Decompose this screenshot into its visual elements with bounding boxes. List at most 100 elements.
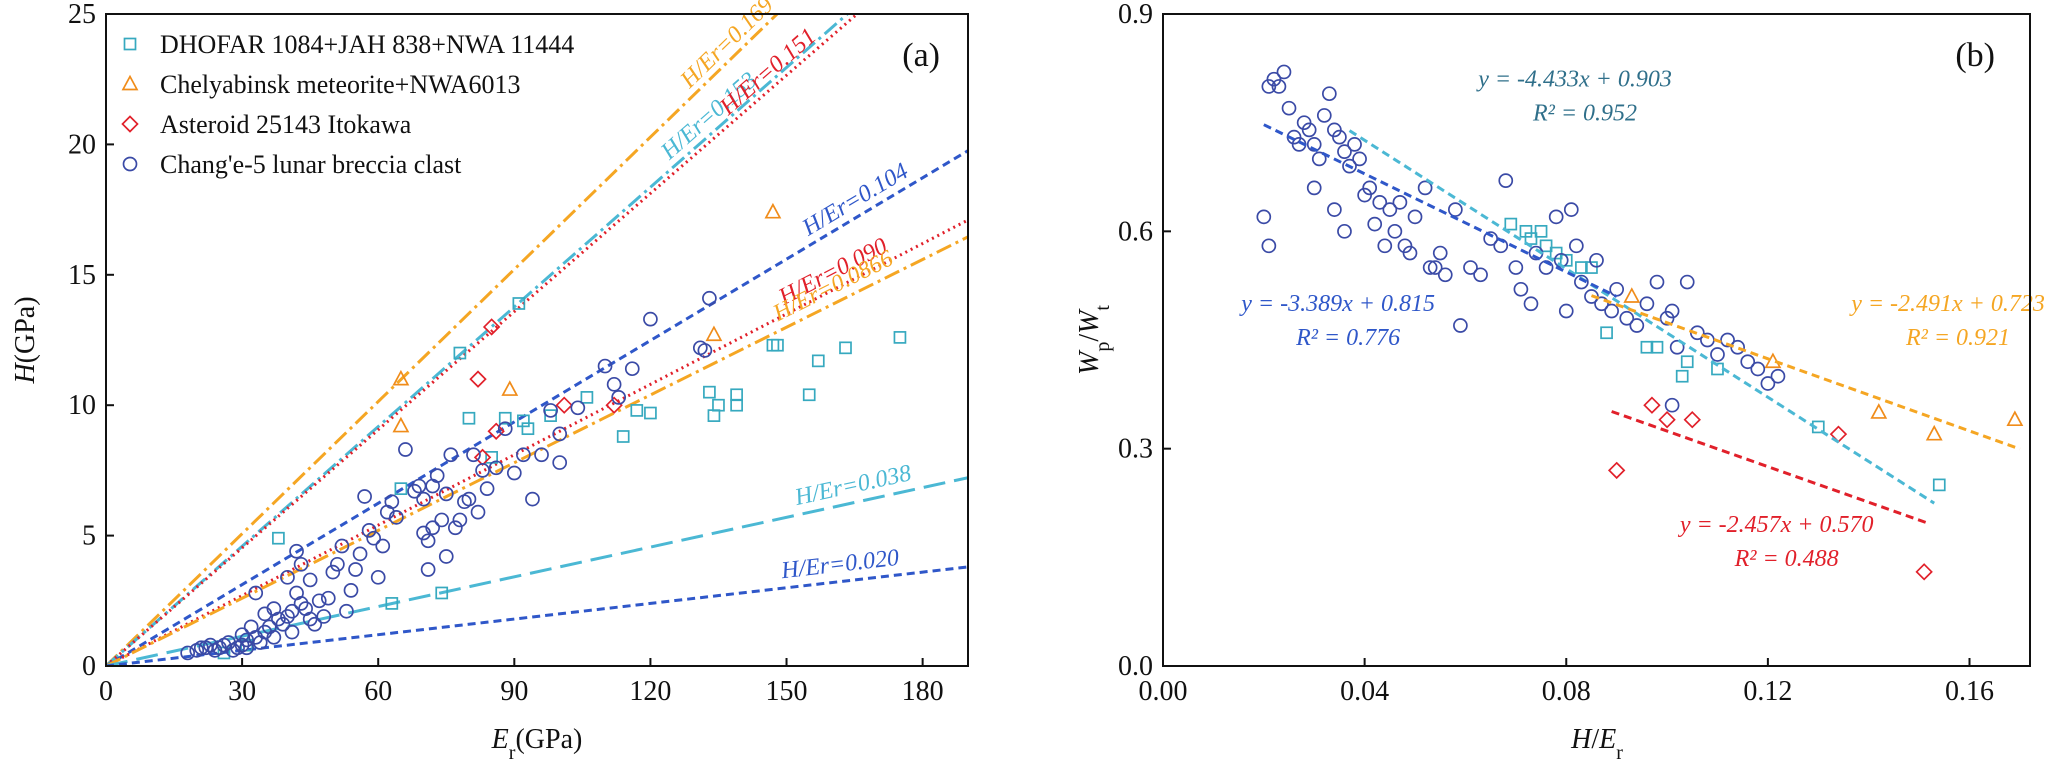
panel-a-x-tick-label: 90 bbox=[500, 676, 528, 707]
panel-a-point bbox=[488, 460, 504, 476]
panel-a-point bbox=[461, 491, 477, 507]
panel-a-point bbox=[473, 448, 492, 467]
panel-a-point bbox=[330, 556, 345, 572]
panel-b-y-tick-label: 0.3 bbox=[1118, 434, 1153, 465]
panel-a-point bbox=[320, 590, 336, 606]
panel-b-point bbox=[1925, 424, 1943, 441]
panel-a-y-tick-label: 15 bbox=[68, 260, 96, 291]
panel-a-point bbox=[366, 530, 382, 546]
panel-b-point bbox=[1604, 303, 1619, 319]
panel-a-point bbox=[517, 414, 530, 428]
fit-equation: y = -3.389x + 0.815 bbox=[1239, 291, 1435, 317]
panel-a-x-tick-label: 150 bbox=[766, 676, 808, 707]
panel-b-point bbox=[1619, 310, 1635, 326]
panel-b-point bbox=[1337, 223, 1352, 239]
panel-b-point bbox=[1427, 260, 1443, 275]
panel-b-point bbox=[1639, 296, 1655, 312]
panel-a-point bbox=[302, 572, 318, 588]
panel-a-point bbox=[280, 609, 295, 624]
panel-b-point bbox=[1679, 274, 1695, 290]
panel-a-point bbox=[534, 447, 549, 463]
legend-label: Asteroid 25143 Itokawa bbox=[160, 110, 412, 139]
panel-b-y-tick-label: 0.9 bbox=[1118, 0, 1153, 30]
panel-b-point bbox=[1658, 410, 1676, 429]
panel-a-point bbox=[516, 447, 531, 463]
ref-line-0.153 bbox=[106, 14, 850, 666]
panel-a-point bbox=[893, 331, 907, 344]
panel-a-point bbox=[361, 523, 377, 538]
panel-a-point bbox=[702, 290, 717, 306]
panel-a-x-tick-label: 180 bbox=[902, 676, 944, 707]
panel-b-point bbox=[1680, 355, 1694, 369]
panel-b-x-tick-label: 0.00 bbox=[1139, 676, 1188, 707]
panel-b-point bbox=[1574, 274, 1589, 290]
panel-a-point bbox=[452, 512, 468, 528]
panel-b-point bbox=[1301, 122, 1317, 138]
panel-b-point bbox=[1321, 86, 1337, 102]
panel-a-point bbox=[580, 391, 594, 404]
panel-a-point bbox=[438, 486, 454, 502]
panel-b-point bbox=[1382, 202, 1398, 217]
panel-b-point bbox=[1664, 303, 1680, 319]
legend-marker bbox=[121, 115, 139, 133]
panel-a-point bbox=[611, 390, 627, 405]
panel-b-point bbox=[1649, 274, 1665, 290]
panel-b-point bbox=[1534, 224, 1548, 238]
panel-a-point bbox=[630, 404, 644, 417]
panel-a-point bbox=[605, 396, 623, 414]
ref-line-label: H/Er=0.104 bbox=[797, 158, 913, 241]
fit-r2: R² = 0.488 bbox=[1734, 546, 1839, 572]
panel-b-point bbox=[1764, 352, 1782, 369]
panel-b-point bbox=[1740, 354, 1756, 370]
panel-a-point bbox=[392, 416, 410, 433]
panel-a-point bbox=[239, 640, 254, 656]
legend-marker bbox=[121, 74, 139, 91]
panel-a-point bbox=[552, 426, 568, 442]
panel-b-point bbox=[1352, 151, 1367, 167]
panel-a-point bbox=[839, 341, 852, 355]
panel-b-point bbox=[1362, 180, 1378, 196]
panel-a-y-tick-label: 5 bbox=[82, 521, 96, 552]
panel-a-point bbox=[512, 297, 526, 310]
legend-marker bbox=[122, 156, 138, 172]
panel-b-point bbox=[1483, 231, 1498, 246]
panel-b-point bbox=[1316, 108, 1332, 123]
panel-b-point bbox=[1276, 64, 1292, 80]
panel-b-y-axis-label: Wp/Wt bbox=[1074, 305, 1114, 375]
panel-b-point bbox=[1473, 267, 1488, 283]
legend-label: DHOFAR 1084+JAH 838+NWA 11444 bbox=[160, 30, 574, 59]
fit-line bbox=[1263, 123, 1618, 298]
panel-b-point bbox=[1609, 281, 1625, 297]
panel-b-point bbox=[1377, 238, 1393, 254]
fit-equation: y = -4.433x + 0.903 bbox=[1476, 66, 1672, 92]
panel-a-point bbox=[616, 430, 630, 443]
panel-a-point bbox=[475, 463, 490, 478]
panel-a-x-tick-label: 120 bbox=[629, 676, 671, 707]
panel-b-point bbox=[1271, 79, 1287, 94]
panel-a-point bbox=[180, 645, 196, 661]
panel-a-point bbox=[570, 400, 586, 416]
panel-b-point bbox=[1558, 303, 1574, 319]
panel-a-point bbox=[469, 370, 487, 388]
panel-b-point bbox=[1498, 173, 1514, 188]
panel-a-point bbox=[275, 616, 291, 632]
panel-b-point bbox=[1392, 195, 1408, 210]
panel-b-point bbox=[1367, 216, 1383, 232]
panel-b-point bbox=[1594, 296, 1609, 312]
panel-b-point bbox=[1563, 202, 1579, 217]
panel-a-point bbox=[764, 202, 782, 219]
panel-a-point bbox=[597, 358, 613, 374]
panel-a-point bbox=[284, 603, 300, 619]
panel-b-point bbox=[1730, 339, 1745, 355]
panel-a-point bbox=[479, 481, 495, 497]
panel-b-point bbox=[1589, 252, 1604, 268]
panel-a-point bbox=[375, 538, 391, 554]
panel-a-point bbox=[771, 338, 784, 352]
panel-a-legend: DHOFAR 1084+JAH 838+NWA 11444 Chelyabinsk… bbox=[121, 30, 574, 179]
panel-b-point bbox=[1513, 281, 1529, 297]
panel-a-point bbox=[712, 398, 725, 412]
panel-a-point bbox=[443, 447, 459, 463]
panel-a-point bbox=[280, 569, 295, 585]
ref-line-0.038 bbox=[106, 476, 968, 666]
